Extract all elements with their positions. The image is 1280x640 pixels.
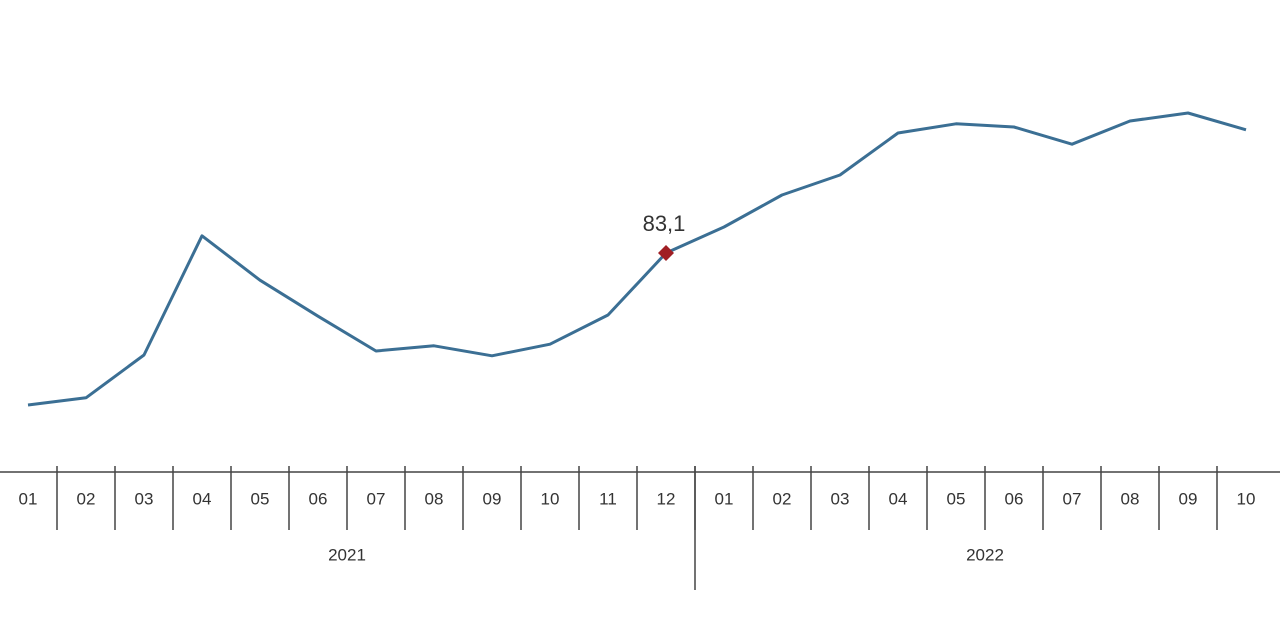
x-tick-label: 10 [541, 489, 560, 508]
x-tick-label: 03 [135, 489, 154, 508]
x-tick-label: 05 [251, 489, 270, 508]
x-tick-label: 09 [1179, 489, 1198, 508]
x-tick-label: 12 [657, 489, 676, 508]
x-tick-label: 02 [77, 489, 96, 508]
x-tick-label: 01 [715, 489, 734, 508]
x-group-label: 2022 [966, 545, 1004, 564]
data-point [658, 245, 674, 261]
data-label: 83,1 [643, 211, 686, 236]
x-tick-label: 06 [1005, 489, 1024, 508]
x-tick-label: 01 [19, 489, 38, 508]
x-tick-label: 07 [367, 489, 386, 508]
x-tick-label: 04 [193, 489, 212, 508]
x-tick-label: 03 [831, 489, 850, 508]
x-tick-label: 09 [483, 489, 502, 508]
x-tick-label: 10 [1237, 489, 1256, 508]
x-tick-label: 04 [889, 489, 908, 508]
x-tick-label: 08 [425, 489, 444, 508]
x-tick-label: 07 [1063, 489, 1082, 508]
x-group-label: 2021 [328, 545, 366, 564]
x-tick-label: 05 [947, 489, 966, 508]
x-tick-label: 08 [1121, 489, 1140, 508]
x-tick-label: 06 [309, 489, 328, 508]
data-line [27, 111, 1247, 407]
x-tick-label: 02 [773, 489, 792, 508]
x-tick-label: 11 [599, 489, 617, 508]
